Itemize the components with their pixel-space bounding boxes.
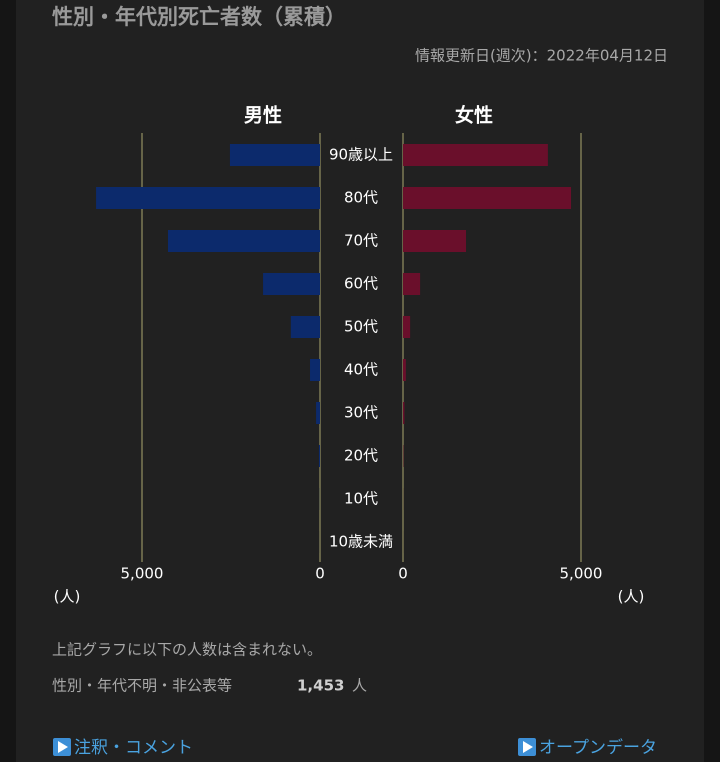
bar xyxy=(403,402,405,424)
update-date: 情報更新日(週次)：2022年04月12日 xyxy=(415,47,668,65)
bar xyxy=(403,187,572,209)
series-header: 女性 xyxy=(455,104,493,127)
category-label: 60代 xyxy=(344,275,378,293)
footnote-value: 1,453 xyxy=(297,677,344,695)
bar xyxy=(290,316,320,338)
category-label: 40代 xyxy=(344,361,378,379)
bar xyxy=(263,273,320,295)
bar xyxy=(229,144,320,166)
bar xyxy=(96,187,321,209)
bar xyxy=(403,359,406,381)
x-tick-label: 0 xyxy=(315,565,325,583)
category-label: 50代 xyxy=(344,318,378,336)
bar xyxy=(403,273,421,295)
bar xyxy=(310,359,320,381)
bar xyxy=(167,230,320,252)
link-text[interactable]: オープンデータ xyxy=(539,737,657,758)
category-label: 30代 xyxy=(344,404,378,422)
x-tick-label: 5,000 xyxy=(560,565,603,583)
footnote-unit: 人 xyxy=(352,677,367,695)
series-header: 男性 xyxy=(244,104,282,127)
bar xyxy=(318,445,320,467)
category-label: 90歳以上 xyxy=(329,146,393,164)
x-tick-label: 5,000 xyxy=(121,565,164,583)
chart-title: 性別・年代別死亡者数（累積） xyxy=(52,5,346,29)
footnote-label: 性別・年代不明・非公表等 xyxy=(52,677,232,695)
x-tick-label: 0 xyxy=(398,565,408,583)
x-unit: (人) xyxy=(54,588,81,606)
panel xyxy=(16,0,704,762)
bar xyxy=(403,316,411,338)
category-label: 10歳未満 xyxy=(329,533,393,551)
category-label: 10代 xyxy=(344,490,378,508)
link-icon-arrow xyxy=(523,741,533,753)
bar xyxy=(403,144,548,166)
category-label: 20代 xyxy=(344,447,378,465)
footnote-text: 上記グラフに以下の人数は含まれない。 xyxy=(52,641,322,659)
bar xyxy=(403,230,467,252)
link[interactable]: 注釈・コメント xyxy=(53,738,193,758)
category-label: 70代 xyxy=(344,232,378,250)
link-text[interactable]: 注釈・コメント xyxy=(74,738,193,758)
category-label: 80代 xyxy=(344,189,378,207)
x-unit: (人) xyxy=(618,588,645,606)
link-icon-arrow xyxy=(58,741,68,753)
bar xyxy=(316,402,320,424)
link[interactable]: オープンデータ xyxy=(518,737,657,758)
